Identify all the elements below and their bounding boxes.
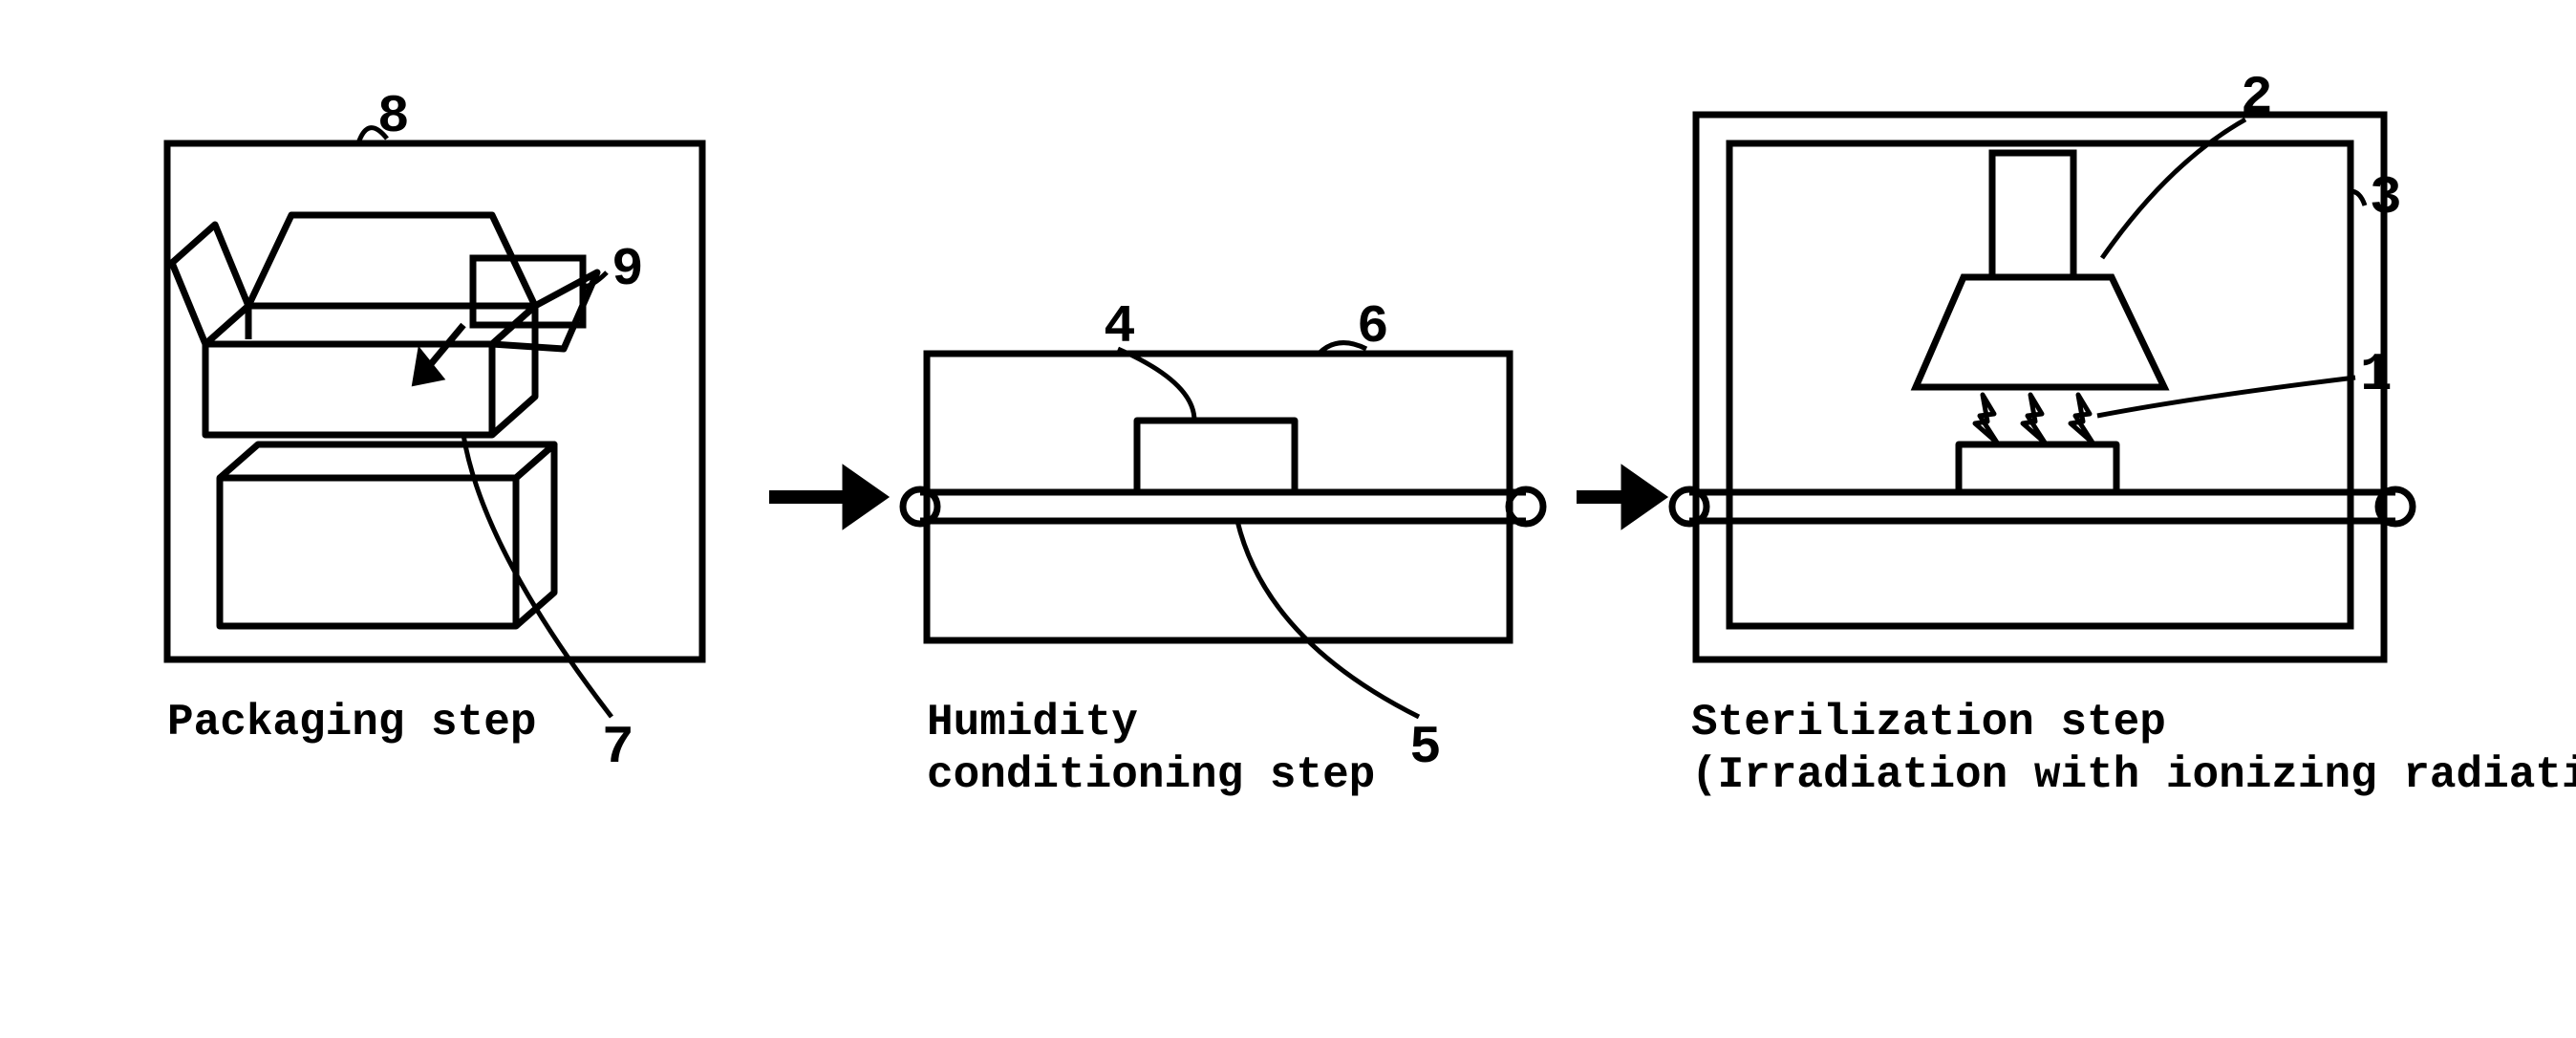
callout-9: 9 xyxy=(612,239,644,300)
callout-3: 3 xyxy=(2370,167,2402,228)
callout-6: 6 xyxy=(1357,296,1389,357)
callout-7: 7 xyxy=(602,717,634,778)
process-diagram xyxy=(0,0,2576,1038)
callout-4: 4 xyxy=(1104,296,1136,357)
sterilization-caption-2: (Irradiation with ionizing radiation) xyxy=(1691,750,2576,800)
humidity-caption-1: Humidity xyxy=(927,698,1138,747)
callout-2: 2 xyxy=(2241,67,2273,128)
packaging-caption: Packaging step xyxy=(167,698,536,747)
callout-1: 1 xyxy=(2360,344,2393,405)
callout-5: 5 xyxy=(1409,717,1442,778)
callout-8: 8 xyxy=(377,86,410,147)
sterilization-caption-1: Sterilization step xyxy=(1691,698,2166,747)
humidity-caption-2: conditioning step xyxy=(927,750,1375,800)
